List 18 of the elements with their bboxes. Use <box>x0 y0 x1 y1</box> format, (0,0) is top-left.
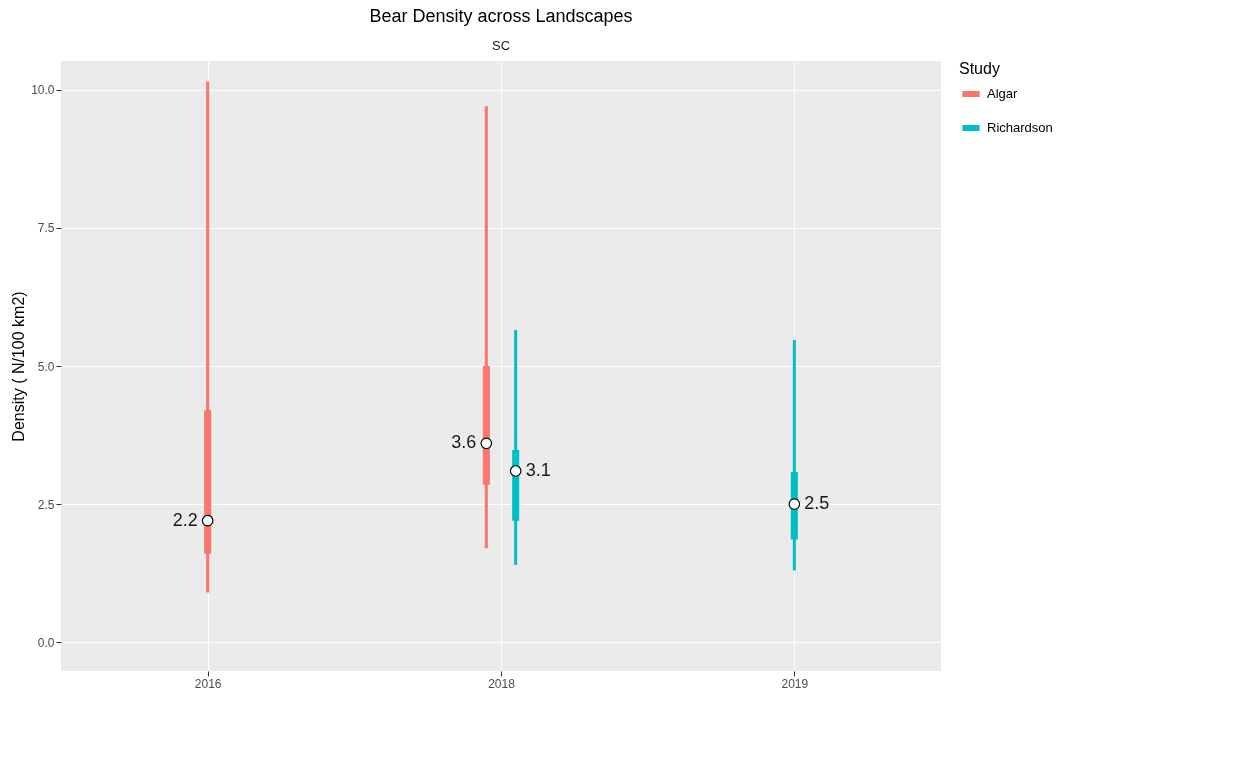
text: 2.2 <box>172 509 198 530</box>
x-tick-label: 2018 <box>488 676 516 691</box>
chart-subtitle: SC <box>491 38 511 53</box>
x-tick-label: 2016 <box>194 676 222 691</box>
y-tick-label: 0.0 <box>37 635 55 650</box>
legend-label: Algar <box>987 86 1019 101</box>
y-tick-label: 7.5 <box>37 221 55 236</box>
y-tick-label: 5.0 <box>37 359 55 374</box>
chart-title: Bear Density across Landscapes <box>369 6 633 26</box>
legend-title: Study <box>959 60 1000 77</box>
text: 2.5 <box>804 493 830 514</box>
text: 3.6 <box>451 432 477 453</box>
legend-label: Richardson <box>987 120 1053 135</box>
y-axis-title: Density ( N/100 km2) <box>10 291 28 442</box>
y-tick-label: 2.5 <box>37 497 55 512</box>
y-tick-label: 10.0 <box>31 83 55 98</box>
x-tick-label: 2019 <box>781 676 809 691</box>
text: 3.1 <box>525 459 551 480</box>
